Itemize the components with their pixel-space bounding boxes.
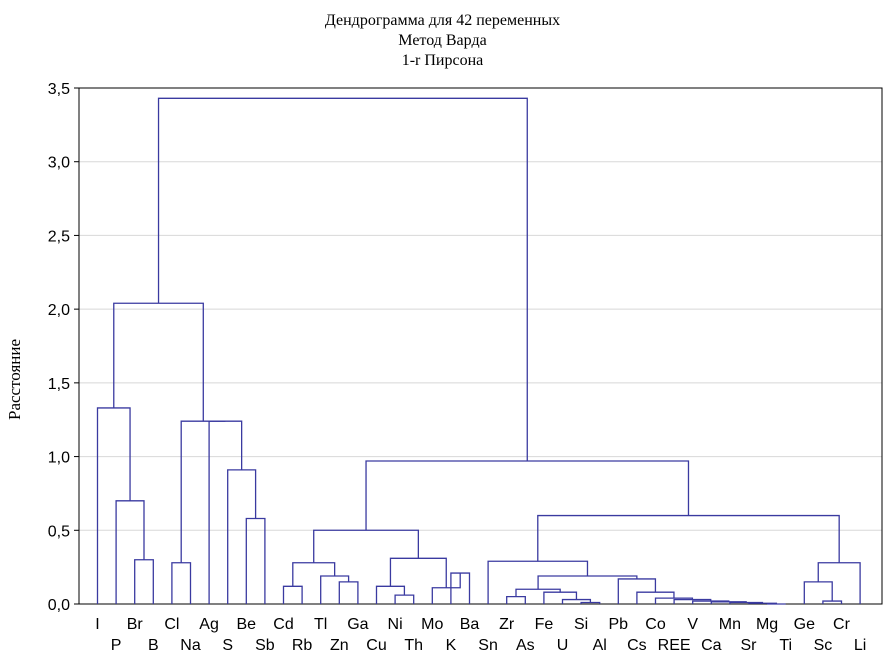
dendrogram-link	[817, 562, 861, 604]
dendrogram-link	[487, 560, 589, 604]
leaf-label: Sc	[814, 637, 833, 654]
grid-lines	[79, 161, 882, 531]
dendrogram-link	[96, 407, 131, 604]
leaf-label: Na	[180, 637, 201, 654]
y-tick-label: 1,0	[48, 450, 70, 467]
dendrogram-link	[113, 302, 204, 422]
y-axis: 0,0 0,5 1,0 1,5 2,0 2,5 3,0 3,5	[48, 81, 79, 614]
leaf-label: Mg	[756, 616, 778, 633]
dendrogram-link	[803, 581, 833, 604]
leaf-label: Al	[593, 637, 607, 654]
leaf-label: Rb	[292, 637, 313, 654]
y-tick-label: 3,0	[48, 155, 70, 172]
leaf-label: Cr	[833, 616, 851, 633]
leaf-label: Ni	[388, 616, 403, 633]
leaf-label: Ga	[347, 616, 368, 633]
dendrogram-link	[292, 562, 336, 587]
leaf-label: REE	[658, 637, 691, 654]
leaf-label: U	[557, 637, 569, 654]
leaf-label: Fe	[535, 616, 554, 633]
dendrogram-link	[227, 469, 257, 604]
y-tick-label: 2,5	[48, 228, 70, 245]
leaf-label: Cu	[366, 637, 386, 654]
dendrogram-link	[134, 559, 154, 604]
leaf-label: Ba	[460, 616, 480, 633]
leaf-label: Sb	[255, 637, 275, 654]
leaf-label: I	[95, 616, 99, 633]
dendrogram-link	[115, 500, 145, 604]
leaf-label: Cs	[627, 637, 647, 654]
leaf-label: Ge	[794, 616, 815, 633]
dendrogram-link	[747, 602, 778, 604]
leaf-label: Be	[237, 616, 257, 633]
dendrogram-links	[96, 97, 861, 605]
dendrogram-link	[515, 588, 561, 597]
dendrogram-link	[171, 562, 192, 604]
leaf-label: Sn	[478, 637, 498, 654]
dendrogram-link	[537, 575, 638, 590]
dendrogram-link	[654, 597, 694, 604]
chart-title-line-2: Метод Варда	[398, 32, 487, 49]
dendrogram-link	[561, 598, 592, 604]
leaf-label: Sr	[741, 637, 758, 654]
dendrogram-link	[365, 460, 690, 531]
dendrogram-link	[431, 573, 461, 604]
y-tick-label: 3,5	[48, 81, 70, 98]
dendrogram-link	[180, 420, 226, 563]
leaf-label: S	[222, 637, 233, 654]
dendrogram-link	[245, 517, 266, 604]
dendrogram-link	[208, 420, 243, 604]
dendrogram-link	[543, 591, 578, 604]
leaf-label: Co	[645, 616, 666, 633]
chart-title-line-3: 1-r Пирсона	[401, 52, 484, 69]
leaf-label: Cl	[164, 616, 179, 633]
dendrogram-link	[282, 585, 303, 604]
dendrogram-link	[636, 591, 675, 604]
leaf-label: P	[111, 637, 122, 654]
leaf-label: Zn	[330, 637, 349, 654]
dendrogram-link	[313, 529, 419, 563]
leaf-label: B	[148, 637, 159, 654]
leaf-label: V	[687, 616, 698, 633]
leaf-label: Mo	[421, 616, 443, 633]
leaf-label: Th	[404, 637, 423, 654]
dendrogram-link	[729, 601, 764, 604]
leaf-label: K	[446, 637, 457, 654]
leaf-label: Tl	[314, 616, 327, 633]
dendrogram-link	[375, 585, 406, 604]
y-tick-label: 0,5	[48, 523, 70, 540]
dendrogram-link	[710, 601, 747, 604]
leaf-label: Ca	[701, 637, 722, 654]
leaf-label: Ag	[199, 616, 219, 633]
leaf-label: Zr	[499, 616, 515, 633]
leaf-label: As	[516, 637, 535, 654]
y-tick-label: 1,5	[48, 376, 70, 393]
y-tick-label: 0,0	[48, 597, 70, 614]
dendrogram-link	[506, 595, 526, 604]
dendrogram-link	[537, 514, 840, 563]
leaf-label: Pb	[609, 616, 629, 633]
dendrogram-link	[338, 581, 359, 604]
chart-title-line-1: Дендрограмма для 42 переменных	[324, 12, 561, 29]
leaf-label: Li	[854, 637, 866, 654]
dendrogram-link	[320, 575, 350, 604]
dendrogram-link	[580, 601, 601, 604]
plot-frame	[78, 87, 883, 605]
dendrogram-link	[389, 557, 447, 588]
leaf-label: Mn	[719, 616, 741, 633]
y-tick-label: 2,0	[48, 302, 70, 319]
leaf-label: Cd	[273, 616, 293, 633]
dendrogram-link	[394, 594, 415, 604]
leaf-label: Si	[574, 616, 588, 633]
leaf-label: Ti	[779, 637, 792, 654]
leaf-label: Br	[127, 616, 144, 633]
dendrogram-link	[157, 97, 528, 461]
